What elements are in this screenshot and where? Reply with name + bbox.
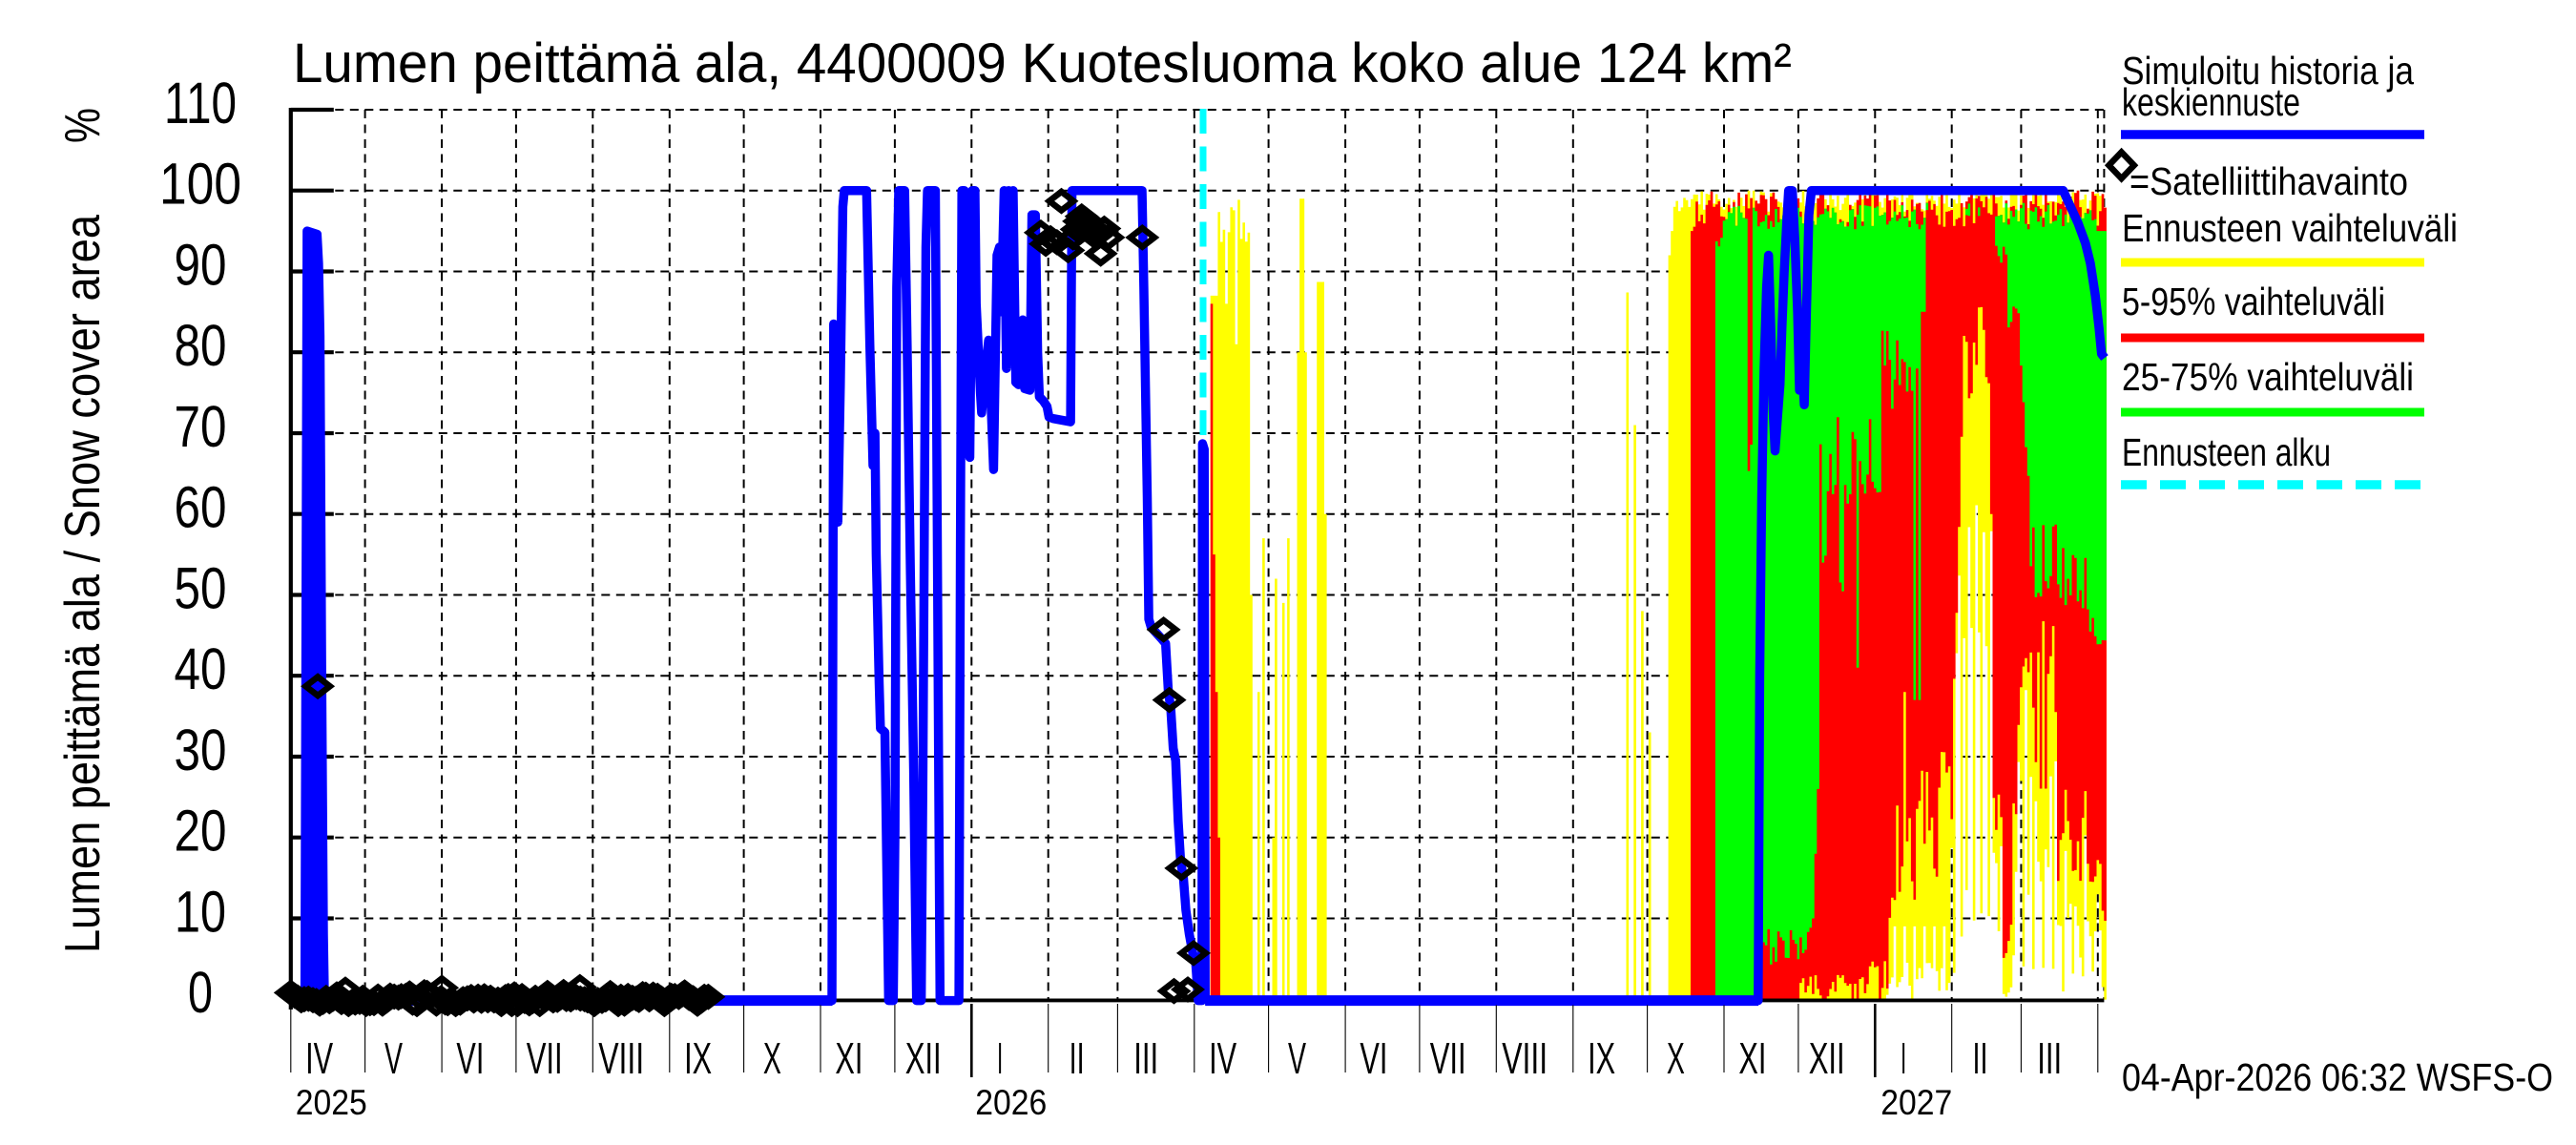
- svg-text:40: 40: [175, 636, 227, 701]
- svg-text:2027: 2027: [1880, 1083, 1952, 1122]
- svg-text:5-95% vaihteluväli: 5-95% vaihteluväli: [2122, 280, 2385, 323]
- svg-text:70: 70: [175, 394, 227, 459]
- svg-text:X: X: [763, 1033, 781, 1083]
- svg-text:Ennusteen alku: Ennusteen alku: [2122, 430, 2331, 474]
- svg-text:VI: VI: [456, 1033, 484, 1083]
- svg-text:2026: 2026: [975, 1083, 1047, 1122]
- svg-text:%: %: [55, 108, 111, 143]
- svg-text:III: III: [1133, 1033, 1158, 1083]
- svg-text:60: 60: [175, 475, 227, 540]
- svg-text:20: 20: [175, 799, 227, 864]
- svg-text:VIII: VIII: [598, 1033, 644, 1083]
- svg-text:0: 0: [188, 960, 213, 1025]
- svg-text:30: 30: [175, 718, 227, 782]
- svg-text:VI: VI: [1360, 1033, 1387, 1083]
- svg-text:25-75% vaihteluväli: 25-75% vaihteluväli: [2122, 355, 2414, 399]
- svg-text:Simuloitu historia ja: Simuloitu historia ja: [2122, 49, 2414, 93]
- svg-text:10: 10: [175, 880, 226, 945]
- svg-text:I: I: [1901, 1033, 1906, 1083]
- svg-text:II: II: [1973, 1033, 1988, 1083]
- svg-text:keskiennuste: keskiennuste: [2122, 80, 2300, 124]
- svg-text:XII: XII: [905, 1033, 942, 1083]
- svg-text:VII: VII: [1430, 1033, 1466, 1083]
- svg-text:100: 100: [159, 152, 241, 217]
- svg-text:VII: VII: [527, 1033, 563, 1083]
- svg-text:50: 50: [175, 556, 227, 621]
- svg-text:III: III: [2037, 1033, 2062, 1083]
- svg-text:80: 80: [175, 313, 227, 378]
- svg-text:V: V: [1288, 1033, 1306, 1083]
- svg-text:Lumen peittämä ala / Snow cove: Lumen peittämä ala / Snow cover area: [55, 215, 111, 953]
- svg-text:IV: IV: [305, 1033, 333, 1083]
- svg-text:IX: IX: [684, 1033, 712, 1083]
- svg-text:XI: XI: [835, 1033, 862, 1083]
- svg-text:V: V: [384, 1033, 403, 1083]
- svg-text:Ennusteen vaihteluväli: Ennusteen vaihteluväli: [2122, 206, 2458, 250]
- svg-text:XI: XI: [1738, 1033, 1766, 1083]
- svg-text:I: I: [997, 1033, 1003, 1083]
- svg-text:IX: IX: [1588, 1033, 1615, 1083]
- svg-text:90: 90: [175, 233, 227, 298]
- svg-text:IV: IV: [1209, 1033, 1236, 1083]
- svg-text:2025: 2025: [296, 1083, 367, 1122]
- svg-text:XII: XII: [1809, 1033, 1845, 1083]
- svg-text:110: 110: [164, 71, 237, 135]
- svg-text:II: II: [1070, 1033, 1085, 1083]
- svg-text:VIII: VIII: [1502, 1033, 1548, 1083]
- svg-text:04-Apr-2026 06:32 WSFS-O: 04-Apr-2026 06:32 WSFS-O: [2122, 1055, 2553, 1099]
- svg-text:=Satelliittihavainto: =Satelliittihavainto: [2129, 159, 2408, 203]
- svg-text:X: X: [1667, 1033, 1685, 1083]
- svg-text:Lumen peittämä ala, 4400009 Ku: Lumen peittämä ala, 4400009 Kuotesluoma …: [293, 32, 1792, 94]
